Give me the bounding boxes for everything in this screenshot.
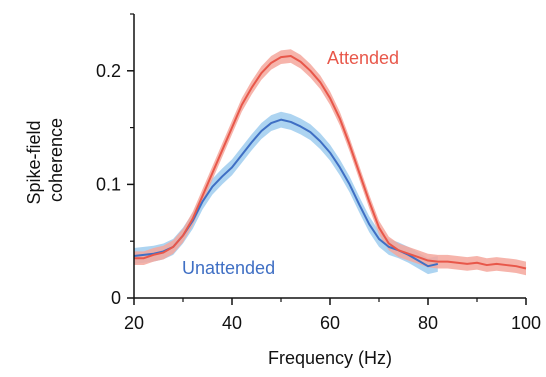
y-axis-label-line-1: Spike-field [24,120,44,204]
attended-series-line [134,55,527,270]
x-axis-label: Frequency (Hz) [268,348,392,368]
x-tick-label: 40 [222,313,242,333]
y-tick-label: 0.2 [96,61,121,81]
y-ticks: 0 0.1 0.2 [96,13,134,308]
x-tick-label: 100 [511,313,541,333]
x-tick-label: 60 [320,313,340,333]
plot-area [133,49,527,276]
attended-label: Attended [327,48,399,68]
y-tick-label: 0.1 [96,174,121,194]
y-axis-label: Spike-field coherence [24,115,66,204]
y-tick-label: 0 [111,288,121,308]
x-tick-label: 80 [418,313,438,333]
unattended-label: Unattended [182,258,275,278]
x-tick-label: 20 [124,313,144,333]
y-axis-label-line-2: coherence [46,118,66,202]
x-ticks: 20 40 60 80 100 [124,298,541,333]
attended-error-band [134,49,526,276]
